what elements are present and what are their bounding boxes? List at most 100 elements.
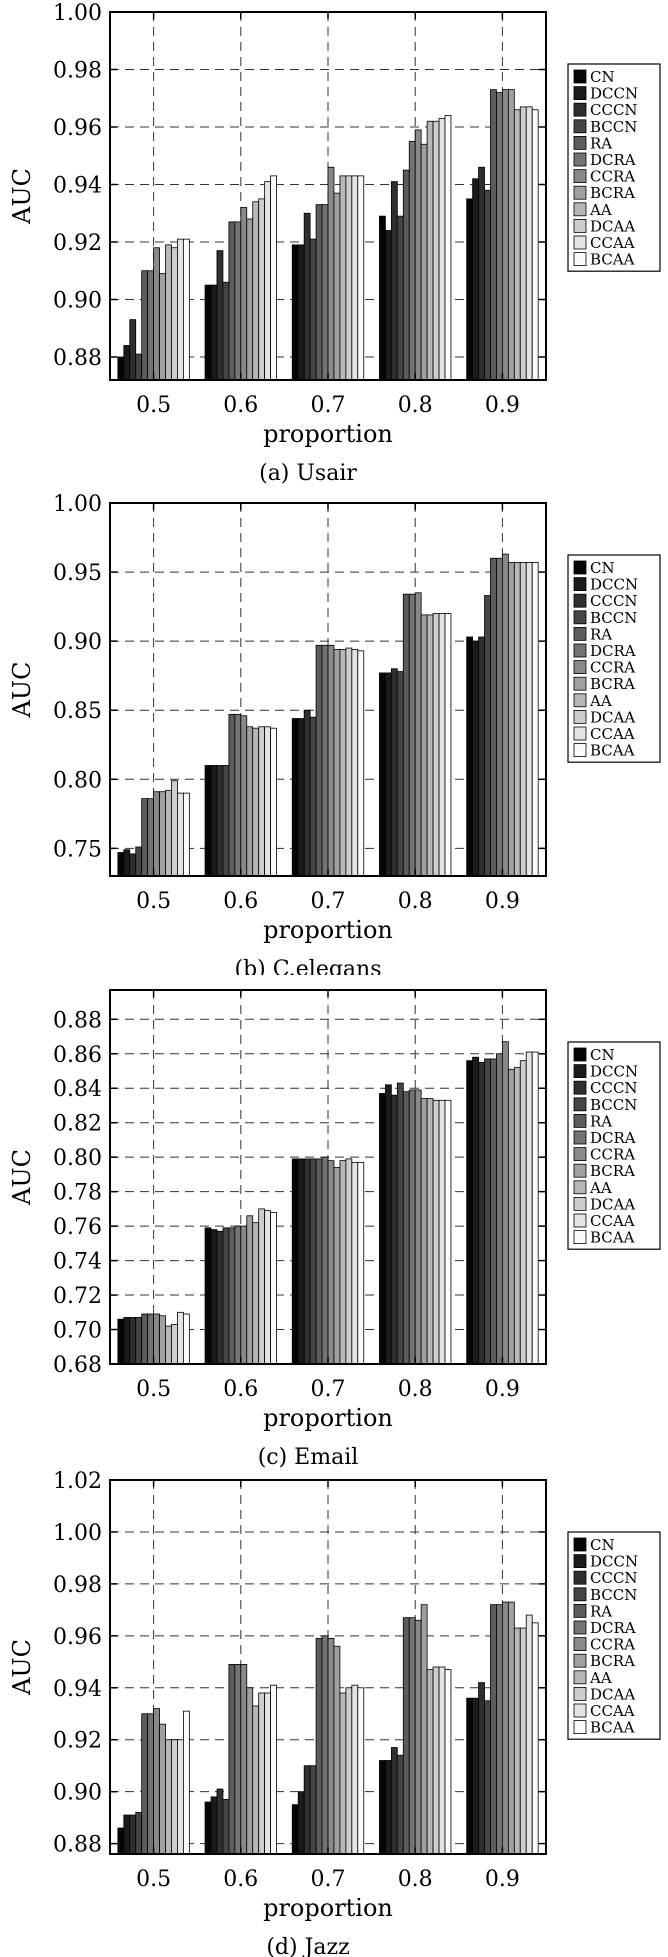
bar-dccn-0_5 — [123, 345, 131, 381]
bar-bcra-0_5 — [159, 1315, 166, 1365]
bar-bccn-0_8 — [396, 1754, 404, 1855]
bar-bcaa-0_7 — [357, 1161, 365, 1365]
bar-aa-0_8 — [426, 614, 434, 877]
bar-ccra-0_5 — [153, 791, 160, 877]
y-tick-label: 1.00 — [53, 492, 102, 517]
bar-bcra-0_8 — [420, 614, 428, 877]
bar-cn-0_9 — [466, 636, 474, 877]
legend-swatch-ra — [573, 1603, 587, 1618]
legend-label-ccra: CCRA — [590, 659, 635, 677]
legend-label-bcaa: BCAA — [590, 251, 635, 269]
bar-cccn-0_8 — [390, 181, 398, 381]
bar-ccaa-0_5 — [177, 1739, 184, 1855]
bars — [117, 1601, 539, 1855]
bar-aa-0_7 — [339, 1160, 347, 1365]
legend-swatch-dcaa — [573, 1686, 587, 1701]
bar-bcra-0_5 — [159, 1723, 166, 1855]
bar-bcaa-0_8 — [444, 115, 452, 381]
bar-bcaa-0_5 — [182, 792, 190, 877]
x-axis: 0.5 0.6 0.7 0.8 0.9 — [136, 990, 520, 1402]
bar-ra-0_8 — [402, 593, 410, 877]
bar-ra-0_7 — [315, 1638, 323, 1855]
x-tick-label: 0.8 — [398, 393, 433, 418]
bar-aa-0_6 — [252, 1705, 260, 1855]
legend-swatch-ccra — [573, 1637, 587, 1652]
bar-dcra-0_8 — [408, 593, 416, 877]
legend-label-cn: CN — [590, 1046, 615, 1064]
bar-aa-0_5 — [165, 1325, 172, 1365]
bar-ccra-0_8 — [414, 129, 422, 381]
chart-caption: (c) Email — [258, 1445, 359, 1470]
bar-dcaa-0_9 — [519, 1060, 527, 1365]
y-tick-label: 0.74 — [53, 1250, 102, 1275]
bar-ra-0_5 — [141, 798, 149, 877]
x-tick-label: 0.7 — [311, 393, 346, 418]
bar-cccn-0_5 — [129, 1814, 137, 1855]
bar-cn-0_6 — [204, 765, 212, 877]
legend-label-dcra: DCRA — [590, 642, 636, 660]
chart-caption: (b) C.elegans — [234, 957, 381, 975]
legend-label-bcra: BCRA — [590, 675, 635, 693]
bar-dcaa-0_6 — [258, 1208, 266, 1365]
bar-cn-0_7 — [291, 244, 299, 381]
bar-cccn-0_8 — [390, 668, 398, 877]
legend-label-ra: RA — [590, 625, 612, 643]
legend-label-dccn: DCCN — [590, 85, 638, 103]
legend-label-ccaa: CCAA — [590, 234, 635, 252]
bar-dcra-0_6 — [234, 1225, 242, 1365]
bar-dcra-0_7 — [321, 1635, 329, 1855]
bar-dcaa-0_6 — [258, 726, 266, 877]
legend-label-dccn: DCCN — [590, 1063, 638, 1081]
bar-aa-0_5 — [165, 244, 172, 381]
legend-label-bcaa: BCAA — [590, 742, 635, 760]
legend-swatch-dccn — [573, 1554, 587, 1568]
legend-label-bcra: BCRA — [590, 1162, 635, 1180]
bar-ra-0_5 — [141, 270, 149, 381]
y-tick-label: 0.96 — [53, 1625, 102, 1650]
bar-ccra-0_8 — [414, 1619, 422, 1855]
y-tick-label: 0.88 — [53, 1008, 102, 1033]
y-axis-label: AUC — [8, 1149, 36, 1206]
x-axis-label: proportion — [263, 1894, 393, 1922]
bars — [117, 1041, 539, 1365]
bar-cccn-0_9 — [478, 166, 485, 381]
legend-label-cccn: CCCN — [590, 592, 638, 610]
bar-ccaa-0_9 — [525, 1051, 533, 1365]
bar-bcra-0_7 — [333, 649, 341, 877]
bar-ra-0_7 — [315, 644, 323, 877]
bar-bcaa-0_7 — [357, 650, 365, 877]
bar-ccaa-0_5 — [177, 1311, 184, 1365]
bar-dcaa-0_5 — [171, 1323, 178, 1365]
bar-bcaa-0_5 — [182, 1710, 190, 1855]
bar-ra-0_9 — [490, 1058, 497, 1365]
bar-aa-0_8 — [426, 1098, 434, 1365]
bar-aa-0_8 — [426, 120, 434, 381]
bar-bcra-0_9 — [507, 89, 515, 381]
y-axis-label: AUC — [8, 1639, 36, 1696]
bar-bcaa-0_6 — [270, 1211, 277, 1365]
bar-cccn-0_8 — [390, 1094, 398, 1365]
bar-ccra-0_9 — [501, 553, 509, 877]
bar-bcra-0_9 — [507, 1068, 515, 1365]
bar-bcaa-0_6 — [270, 727, 277, 877]
bar-ccra-0_8 — [414, 592, 422, 877]
legend-label-ccra: CCRA — [590, 1636, 635, 1654]
bar-ccaa-0_5 — [177, 792, 184, 877]
bar-cn-0_9 — [466, 1060, 474, 1365]
bar-bcaa-0_9 — [531, 1051, 539, 1365]
bar-bcaa-0_7 — [357, 175, 365, 381]
bar-bcaa-0_9 — [531, 562, 539, 877]
x-tick-label: 0.7 — [311, 1867, 346, 1892]
y-tick-label: 0.76 — [53, 1215, 102, 1240]
bar-bcra-0_9 — [507, 562, 515, 877]
y-tick-label: 1.02 — [53, 1470, 102, 1494]
bar-cn-0_9 — [466, 198, 474, 381]
bars — [117, 89, 539, 381]
chart-panel-3: 0.68 0.70 0.72 0.74 0.76 0.78 0.80 0.82 0.84 0.86… — [8, 989, 661, 1470]
bar-dcra-0_8 — [408, 1089, 416, 1365]
bar-bcaa-0_5 — [182, 1313, 190, 1365]
bar-bccn-0_8 — [396, 671, 404, 877]
legend-swatch-ccaa — [573, 235, 587, 250]
bar-bccn-0_5 — [135, 1812, 143, 1855]
bar-ccaa-0_6 — [264, 181, 271, 381]
